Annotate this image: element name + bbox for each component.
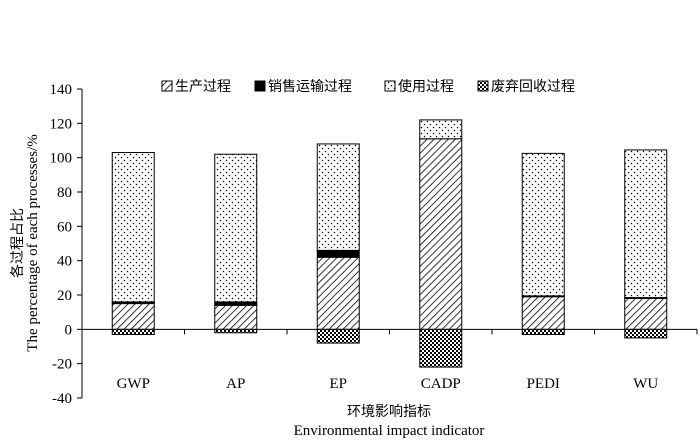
bar-segment-ap bbox=[214, 304, 258, 330]
x-axis-label-en: Environmental impact indicator bbox=[294, 423, 485, 439]
bar-segment-ap bbox=[214, 301, 258, 306]
y-axis-label-cn: 各过程占比 bbox=[10, 208, 26, 278]
bar-segment-gwp bbox=[111, 328, 155, 335]
y-tick-label: 0 bbox=[65, 322, 73, 338]
x-axis-label-cn: 环境影响指标 bbox=[347, 404, 431, 420]
legend-label: 生产过程 bbox=[175, 79, 231, 95]
y-tick-label: 60 bbox=[57, 219, 72, 235]
axes: -40 -20 0 20 40 60 80 100 120 140 bbox=[50, 82, 698, 407]
bar-segment-ap bbox=[214, 328, 258, 334]
legend-swatch bbox=[254, 80, 266, 92]
x-tick-label: CADP bbox=[421, 376, 461, 392]
legend-label: 销售运输过程 bbox=[268, 79, 352, 95]
y-tick-label: 120 bbox=[50, 116, 73, 132]
x-tick-label: GWP bbox=[117, 376, 150, 392]
bars: GWP AP EP CADP PEDI WU bbox=[111, 119, 668, 392]
legend-label: 使用过程 bbox=[398, 78, 454, 95]
y-tick-label: 40 bbox=[57, 254, 72, 270]
legend-swatch bbox=[477, 80, 489, 92]
x-tick-label: AP bbox=[226, 376, 245, 392]
bar-segment-pedi bbox=[521, 328, 565, 335]
y-tick-label: -40 bbox=[52, 391, 72, 407]
x-tick-label: WU bbox=[633, 376, 658, 392]
bar-segment-pedi bbox=[521, 152, 565, 297]
bar-segment-wu bbox=[624, 149, 668, 299]
bar-segment-cadp bbox=[419, 138, 463, 330]
legend-label: 废弃回收过程 bbox=[491, 79, 575, 95]
legend-swatch bbox=[161, 80, 173, 92]
y-axis-label-en: The percentage of each processes/% bbox=[25, 134, 41, 351]
bar-segment-pedi bbox=[521, 296, 565, 330]
bar-segment-ep bbox=[316, 256, 360, 330]
y-tick-label: 100 bbox=[50, 151, 73, 167]
y-tick-label: -20 bbox=[52, 357, 72, 373]
y-tick-label: 80 bbox=[57, 185, 72, 201]
bar-segment-cadp bbox=[419, 328, 463, 368]
legend: 生产过程 销售运输过程 使用过程 废弃回收过程 bbox=[161, 78, 575, 95]
y-tick-label: 140 bbox=[50, 82, 73, 98]
bar-segment-ep bbox=[316, 328, 360, 344]
bar-segment-cadp bbox=[419, 119, 463, 140]
bar-segment-ep bbox=[316, 143, 360, 251]
x-tick-label: EP bbox=[329, 376, 347, 392]
bar-segment-ep bbox=[316, 249, 360, 258]
bar-segment-gwp bbox=[111, 152, 155, 303]
bar-segment-wu bbox=[624, 297, 668, 330]
y-tick-label: 20 bbox=[57, 288, 72, 304]
legend-swatch bbox=[384, 80, 396, 92]
bar-segment-wu bbox=[624, 328, 668, 339]
bar-segment-ap bbox=[214, 153, 258, 303]
x-tick-label: PEDI bbox=[527, 376, 560, 392]
bar-segment-gwp bbox=[111, 303, 155, 330]
